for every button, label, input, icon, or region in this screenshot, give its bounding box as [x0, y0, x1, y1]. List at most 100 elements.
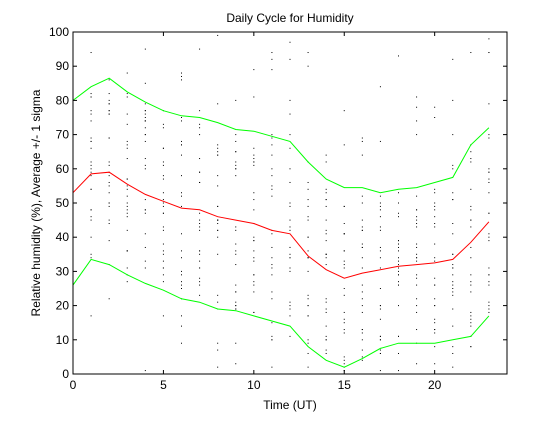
observation-point [271, 134, 273, 136]
observation-point [162, 243, 164, 245]
observation-point [144, 212, 146, 214]
y-tick-label: 70 [56, 128, 70, 142]
observation-point [307, 298, 309, 300]
observation-point [90, 147, 92, 149]
observation-point [126, 93, 128, 95]
y-axis-label: Relative humidity (%), Average +/- 1 sig… [29, 89, 43, 316]
observation-point [235, 243, 237, 245]
observation-point [162, 229, 164, 231]
observation-point [470, 274, 472, 276]
observation-point [434, 192, 436, 194]
observation-point [90, 216, 92, 218]
observation-point [144, 103, 146, 105]
observation-point [325, 188, 327, 190]
observation-point [361, 305, 363, 307]
observation-point [181, 257, 182, 259]
observation-point [162, 315, 164, 317]
observation-point [416, 226, 418, 228]
observation-point [199, 127, 201, 129]
observation-point [434, 117, 436, 118]
observation-point [144, 168, 146, 170]
observation-point [398, 370, 399, 372]
observation-point [398, 284, 399, 286]
observation-point [361, 329, 363, 331]
observation-point [379, 339, 381, 341]
observation-point [271, 154, 273, 156]
observation-point [452, 288, 454, 289]
observation-point [307, 366, 309, 368]
observation-point [181, 315, 182, 317]
observation-point [452, 294, 454, 296]
observation-point [452, 264, 454, 266]
observation-point [416, 311, 418, 313]
observation-point [235, 301, 237, 303]
observation-point [379, 229, 381, 231]
observation-point [416, 257, 418, 259]
observation-point [307, 294, 309, 296]
observation-point [452, 267, 454, 269]
observation-point [343, 144, 345, 146]
observation-point [434, 298, 436, 300]
observation-point [361, 332, 363, 334]
observation-point [199, 229, 201, 231]
y-tick-label: 20 [56, 299, 70, 313]
y-tick-label: 80 [56, 93, 70, 107]
observation-point [126, 216, 128, 218]
observation-point [434, 346, 436, 348]
observation-point [90, 188, 92, 190]
series-line-average-plus-sigma [72, 77, 490, 194]
observation-point [126, 96, 128, 98]
observation-point [470, 325, 472, 327]
observation-point [452, 281, 454, 283]
observation-point [271, 185, 273, 187]
observation-point [470, 161, 472, 163]
observation-point [343, 356, 345, 358]
observation-point [199, 134, 201, 136]
observation-point [470, 151, 472, 153]
observation-point [162, 226, 164, 228]
observation-point [253, 311, 255, 313]
observation-point [434, 223, 436, 225]
observation-point [235, 363, 237, 365]
x-tick-label: 20 [428, 378, 442, 392]
observation-point [289, 301, 291, 303]
observation-point [235, 284, 237, 286]
observation-point [253, 199, 255, 201]
y-axis-ticks: 0 10 20 30 40 50 60 70 80 90 100 [49, 25, 507, 381]
observation-point [416, 120, 418, 122]
observation-point [452, 223, 454, 225]
observation-point [398, 352, 399, 354]
observation-point [361, 349, 363, 351]
observation-point [470, 219, 472, 221]
observation-point [162, 274, 164, 276]
observation-point [108, 298, 110, 300]
observation-point [126, 188, 128, 190]
observation-point [343, 110, 345, 112]
observation-point [162, 250, 164, 252]
observation-point [361, 356, 363, 358]
observation-point [289, 41, 291, 43]
observation-point [217, 154, 219, 156]
observation-point [181, 288, 182, 289]
observation-point [90, 161, 92, 163]
observation-point [108, 192, 110, 194]
observation-point [235, 342, 237, 344]
observation-point [488, 305, 490, 307]
observation-point [379, 195, 381, 197]
observation-point [416, 106, 418, 108]
observation-point [217, 236, 219, 238]
observation-point [253, 260, 255, 262]
observation-point [307, 257, 309, 259]
observation-point [343, 233, 345, 235]
observation-point [416, 298, 418, 300]
observation-point [199, 260, 201, 262]
observation-point [289, 205, 291, 207]
observation-point [416, 195, 418, 197]
observation-point [217, 205, 219, 207]
observation-point [181, 140, 182, 142]
observation-point [379, 86, 381, 88]
observation-point [162, 161, 164, 163]
observation-point [217, 147, 219, 149]
observation-point [398, 305, 399, 307]
